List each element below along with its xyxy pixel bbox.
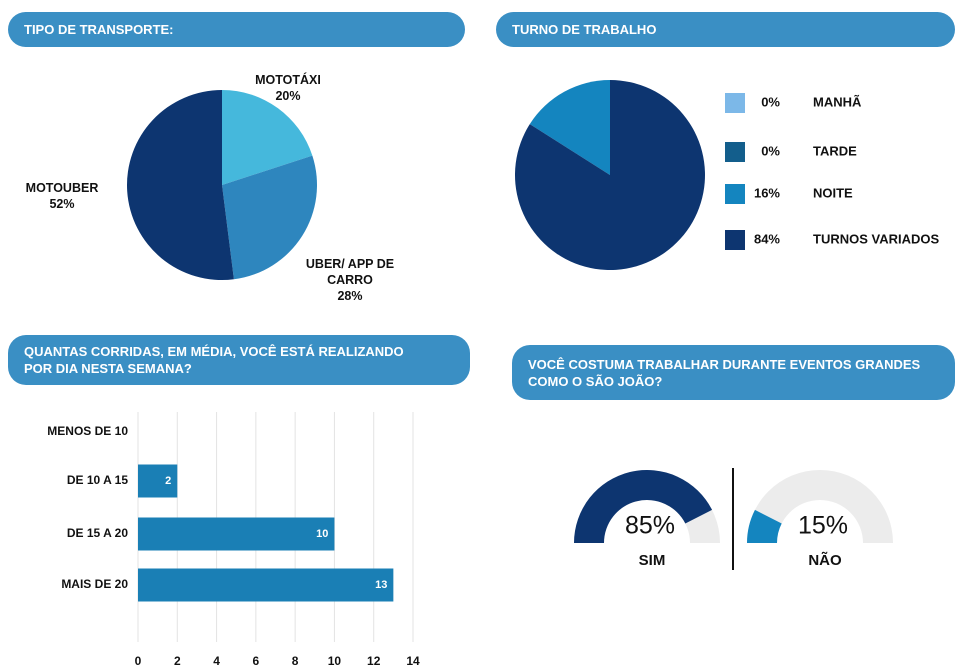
- bar: [138, 464, 178, 498]
- gauge-label: SIM: [639, 552, 666, 569]
- x-tick-label: 4: [213, 654, 220, 668]
- section-title-text: TIPO DE TRANSPORTE:: [24, 22, 174, 37]
- pie-slice: [222, 90, 313, 185]
- slice-category: MOTOUBER: [25, 181, 99, 195]
- slice-label: UBER/ APP DE CARRO 28%: [300, 256, 400, 304]
- legend-label: TARDE: [813, 143, 857, 158]
- legend-label: TURNOS VARIADOS: [813, 231, 939, 246]
- pie-slice: [514, 80, 705, 270]
- x-tick-label: 8: [292, 654, 299, 668]
- slice-category: UBER/ APP DE CARRO: [305, 257, 395, 287]
- slice-value: 28%: [337, 289, 363, 303]
- x-tick-label: 0: [135, 654, 142, 668]
- gauge-value: [574, 470, 713, 543]
- x-tick-label: 14: [406, 654, 420, 668]
- legend-label: NOITE: [813, 185, 853, 200]
- bar-label: 13: [375, 579, 387, 591]
- section-title-text: QUANTAS CORRIDAS, EM MÉDIA, VOCÊ ESTÁ RE…: [24, 344, 404, 376]
- section-title: TIPO DE TRANSPORTE:: [8, 12, 465, 47]
- y-tick-label: MAIS DE 20: [61, 577, 128, 591]
- pie-slice: [127, 90, 234, 280]
- legend-swatch: [725, 93, 745, 113]
- gauge-label: NÃO: [808, 551, 842, 569]
- legend-label: MANHÃ: [813, 94, 862, 109]
- slice-label: MOTOTÁXI 20%: [243, 72, 333, 104]
- gauge-track: [747, 470, 893, 543]
- bar-label: 2: [165, 475, 171, 487]
- x-tick-label: 12: [367, 654, 381, 668]
- legend-value: 0%: [761, 94, 780, 109]
- legend-swatch: [725, 184, 745, 204]
- gauge-percent: 15%: [798, 512, 848, 540]
- y-tick-label: DE 15 A 20: [67, 526, 128, 540]
- legend-value: 84%: [754, 231, 780, 246]
- bar: [138, 517, 335, 551]
- gauge-percent: 85%: [625, 512, 675, 540]
- x-tick-label: 2: [174, 654, 181, 668]
- slice-value: 52%: [49, 197, 75, 211]
- legend-swatch: [725, 142, 745, 162]
- section-title-text: VOCÊ COSTUMA TRABALHAR DURANTE EVENTOS G…: [528, 356, 921, 389]
- gauge-value: [747, 509, 782, 543]
- section-title: TURNO DE TRABALHO: [496, 12, 955, 47]
- legend-value: 0%: [761, 143, 780, 158]
- legend-swatch: [725, 230, 745, 250]
- y-tick-label: DE 10 A 15: [67, 473, 128, 487]
- section-title-text: TURNO DE TRABALHO: [512, 22, 657, 37]
- x-tick-label: 6: [253, 654, 260, 668]
- x-tick-label: 10: [328, 654, 342, 668]
- section-title: QUANTAS CORRIDAS, EM MÉDIA, VOCÊ ESTÁ RE…: [8, 335, 470, 385]
- legend-value: 16%: [754, 185, 780, 200]
- bar: [138, 568, 394, 602]
- pie-slice: [222, 155, 318, 280]
- bar-label: 10: [316, 528, 328, 540]
- slice-label: MOTOUBER 52%: [17, 180, 107, 212]
- section-title: VOCÊ COSTUMA TRABALHAR DURANTE EVENTOS G…: [512, 345, 955, 400]
- y-tick-label: MENOS DE 10: [47, 424, 128, 438]
- slice-category: MOTOTÁXI: [255, 73, 321, 87]
- pie-slice: [529, 80, 610, 175]
- slice-value: 20%: [275, 89, 301, 103]
